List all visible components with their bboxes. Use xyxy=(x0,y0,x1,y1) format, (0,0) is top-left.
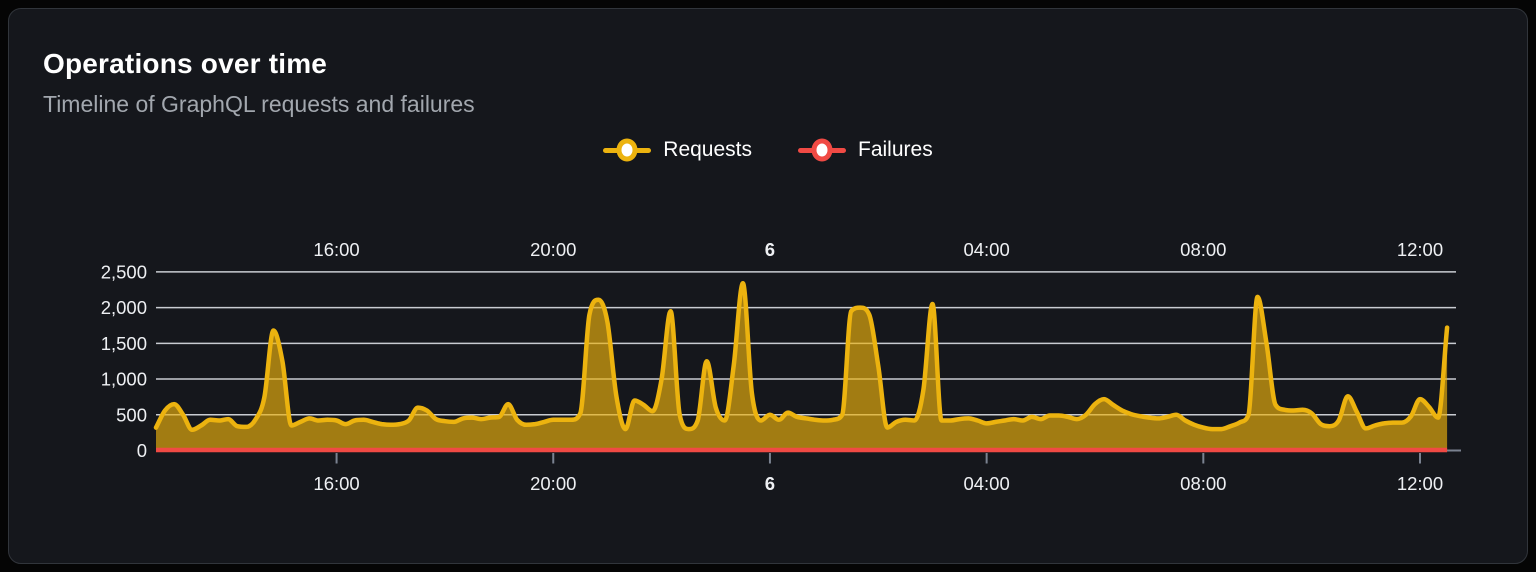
legend-label-failures: Failures xyxy=(858,138,933,161)
x-axis-label-bottom: 20:00 xyxy=(530,473,576,494)
x-axis-label-top: 08:00 xyxy=(1180,239,1226,260)
x-axis-label-top: 6 xyxy=(765,239,775,260)
chart-subtitle: Timeline of GraphQL requests and failure… xyxy=(43,91,475,117)
legend-dot-icon xyxy=(616,138,638,162)
failures-series-marker-icon xyxy=(798,137,846,163)
timeseries-chart[interactable]: 16:00 16:00 20:00 20:00 6 6 04:00 04:00 08:00 08:… xyxy=(9,9,1527,563)
chart-canvas[interactable]: 16:00 16:00 20:00 20:00 6 6 04:00 04:00 08:00 08:… xyxy=(9,9,1527,563)
requests-series-marker-icon xyxy=(603,137,652,163)
x-axis-label-top: 12:00 xyxy=(1397,239,1443,260)
x-axis-label-top: 04:00 xyxy=(963,239,1009,260)
x-axis-label-bottom: 16:00 xyxy=(313,473,359,494)
x-axis-label-bottom: 08:00 xyxy=(1180,473,1226,494)
requests-line-series xyxy=(153,281,1450,433)
x-axis-label-bottom: 12:00 xyxy=(1397,473,1443,494)
legend-item-failures[interactable]: Failures xyxy=(798,137,933,163)
chart-title: Operations over time xyxy=(43,48,328,79)
y-axis-label: 500 xyxy=(116,404,147,425)
legend-dot-icon xyxy=(811,138,833,162)
x-axis-label-bottom: 6 xyxy=(765,473,775,494)
y-axis-label: 1,500 xyxy=(101,333,147,354)
chart-legend: Requests Failures xyxy=(43,137,1493,163)
requests-area-series xyxy=(156,283,1448,451)
x-axis-label-top: 20:00 xyxy=(530,239,576,260)
x-axis-label-bottom: 04:00 xyxy=(963,473,1009,494)
legend-label-requests: Requests xyxy=(663,138,752,161)
y-axis-label: 1,000 xyxy=(101,369,147,390)
y-axis-label: 2,500 xyxy=(101,261,147,282)
operations-over-time-card: Operations over time Timeline of GraphQL… xyxy=(8,8,1528,564)
x-axis-label-top: 16:00 xyxy=(313,239,359,260)
card-header: Operations over time Timeline of GraphQL… xyxy=(9,9,1527,163)
legend-item-requests[interactable]: Requests xyxy=(603,137,752,163)
y-axis-label: 2,000 xyxy=(101,297,147,318)
y-axis-label: 0 xyxy=(137,440,147,461)
